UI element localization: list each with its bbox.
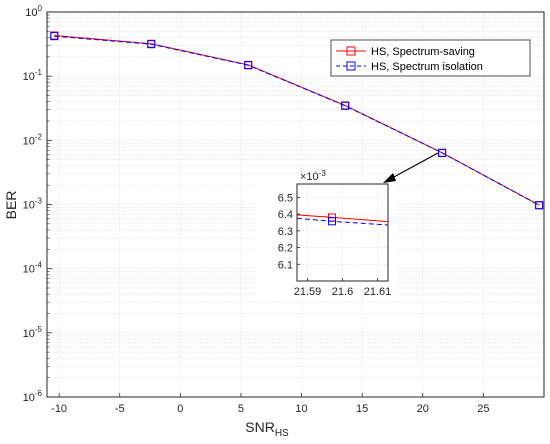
inset-series [296,213,389,226]
series-marker-1 [535,201,544,210]
series-marker-1 [147,40,156,49]
legend-marker-spectrum-isolation [346,61,356,71]
inset-axis-ticks: 21.59 21.6 21.61 6.5 6.4 6.3 6.2 6.1 [278,192,392,298]
inset-grid [297,184,388,281]
series-line-1 [54,35,540,206]
legend-label-spectrum-isolation: HS, Spectrum isolation [371,61,483,73]
inset-series-marker-1 [328,217,336,226]
x-tick-label: 0 [177,403,183,415]
inset-x-tick-label: 21.6 [332,286,353,298]
legend-label-spectrum-saving: HS, Spectrum-saving [371,46,475,58]
inset-y-tick-label: 6.5 [278,192,293,204]
x-tick-label: 15 [356,403,368,415]
legend[interactable]: HS, Spectrum-saving HS, Spectrum isolati… [330,39,531,77]
x-tick-label: -10 [51,403,67,415]
main-series [50,31,544,210]
series-marker-1 [244,61,253,70]
y-tick-label: 10-4 [23,261,43,276]
legend-box [330,39,531,77]
main-plot-frame [46,11,545,398]
zoom-arrow [383,152,439,183]
series-marker-1 [50,32,59,41]
x-tick-label: 25 [477,403,489,415]
y-tick-label: 10-2 [23,132,43,147]
inset-x-tick-label: 21.61 [364,286,392,298]
x-tick-label: 5 [238,403,244,415]
legend-marker-spectrum-saving [346,46,356,56]
inset-y-tick-label: 6.4 [278,209,293,221]
x-tick-label: 20 [417,403,429,415]
y-tick-label: 100 [25,4,42,19]
inset-zoom: 21.59 21.6 21.61 6.5 6.4 6.3 6.2 6.1 ×10-3 [257,169,397,298]
y-tick-label: 10-5 [23,325,43,340]
inset-plot-frame [296,183,389,282]
y-tick-label: 10-3 [23,197,43,212]
series-marker-1 [341,101,350,110]
main-axis-ticks: -10 -5 0 5 10 15 20 25 100 10-1 10-2 10-3 10-4 10-5 10… [23,4,490,415]
y-tick-label: 10-6 [23,389,43,404]
series-marker-1 [438,148,447,157]
x-axis-label: SNRHS [245,419,289,439]
x-tick-label: 10 [295,403,307,415]
inset-series-line-1 [296,217,389,226]
inset-y-tick-label: 6.3 [278,226,293,238]
inset-y-tick-label: 6.2 [278,243,293,255]
inset-y-multiplier: ×10-3 [300,169,326,183]
y-axis-label: BER [3,191,19,220]
y-tick-label: 10-1 [23,68,43,83]
inset-y-tick-label: 6.1 [278,259,293,271]
inset-x-tick-label: 21.59 [294,286,322,298]
x-tick-label: -5 [115,403,125,415]
